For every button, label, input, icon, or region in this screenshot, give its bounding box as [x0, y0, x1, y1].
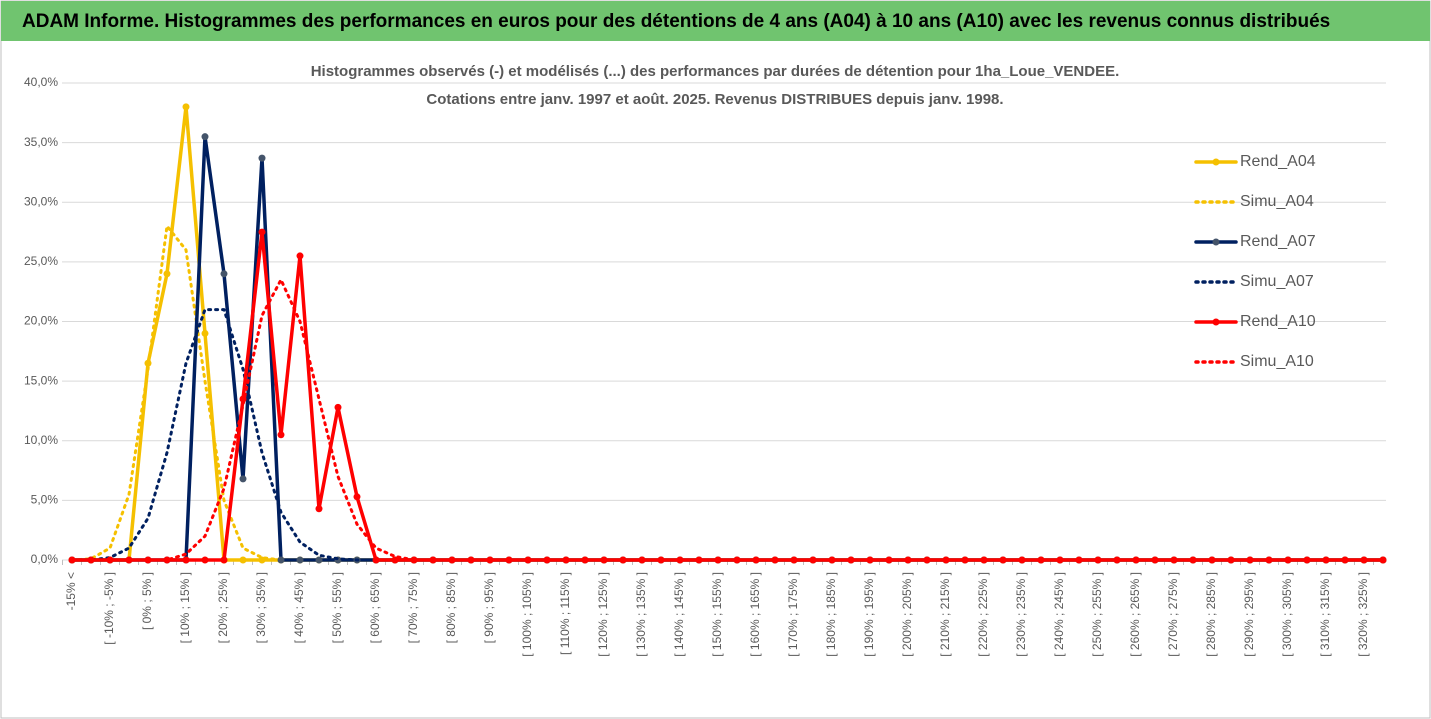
data-point	[277, 431, 285, 439]
data-point	[353, 493, 361, 501]
x-tick-label: [ 200% ; 205% ]	[900, 572, 914, 657]
data-point	[1189, 556, 1197, 564]
x-tick-label: [ 250% ; 255% ]	[1090, 572, 1104, 657]
data-point	[847, 556, 855, 564]
x-tick-label: [ 320% ; 325% ]	[1356, 572, 1370, 657]
legend-marker	[1212, 238, 1220, 246]
y-tick-label: 25,0%	[24, 254, 58, 268]
x-tick-label: [ 130% ; 135% ]	[634, 572, 648, 657]
data-point	[220, 556, 228, 564]
y-tick-label: 40,0%	[24, 75, 58, 89]
data-point	[923, 556, 931, 564]
y-tick-label: 20,0%	[24, 314, 58, 328]
data-point	[714, 556, 722, 564]
data-point	[334, 403, 342, 411]
legend-label: Rend_A04	[1240, 153, 1316, 170]
y-tick-label: 30,0%	[24, 194, 58, 208]
x-tick-label: [ 180% ; 185% ]	[824, 572, 838, 657]
x-tick-label: [ 260% ; 265% ]	[1128, 572, 1142, 657]
data-point	[315, 505, 323, 513]
y-tick-label: 5,0%	[31, 493, 59, 507]
x-tick-label: [ 230% ; 235% ]	[1014, 572, 1028, 657]
y-tick-label: 35,0%	[24, 135, 58, 149]
legend-label: Simu_A07	[1240, 273, 1314, 290]
data-point	[296, 556, 304, 564]
legend-marker	[1212, 158, 1220, 166]
x-tick-label: [ 70% ; 75% ]	[406, 572, 420, 643]
data-point	[239, 475, 247, 483]
x-tick-label: [ 60% ; 65% ]	[368, 572, 382, 643]
x-tick-label: [ 20% ; 25% ]	[216, 572, 230, 643]
data-point	[182, 103, 190, 111]
data-point	[182, 556, 190, 564]
x-tick-label: [ 190% ; 195% ]	[862, 572, 876, 657]
data-point	[239, 556, 247, 564]
data-point	[980, 556, 988, 564]
x-tick-label: [ 80% ; 85% ]	[444, 572, 458, 643]
legend-label: Simu_A04	[1240, 193, 1314, 210]
legend-label: Rend_A07	[1240, 233, 1316, 250]
data-point	[372, 556, 380, 564]
data-point	[258, 154, 266, 162]
data-point	[87, 556, 95, 564]
y-tick-label: 0,0%	[31, 552, 59, 566]
x-tick-label: [ 160% ; 165% ]	[748, 572, 762, 657]
legend-label: Simu_A10	[1240, 353, 1314, 370]
x-tick-label: [ 90% ; 95% ]	[482, 572, 496, 643]
data-point	[220, 270, 228, 278]
chart-subtitle: Cotations entre janv. 1997 et août. 2025…	[426, 91, 1003, 108]
x-tick-label: [ 120% ; 125% ]	[596, 572, 610, 657]
data-point	[1246, 556, 1254, 564]
x-tick-label: [ 110% ; 115% ]	[558, 572, 572, 655]
data-point	[524, 556, 532, 564]
x-tick-label: [ 220% ; 225% ]	[976, 572, 990, 657]
data-point	[201, 329, 209, 337]
x-tick-label: [ 140% ; 145% ]	[672, 572, 686, 657]
data-point	[1113, 556, 1121, 564]
data-point	[391, 556, 399, 564]
header-bar	[1, 1, 1430, 41]
x-tick-label: -15% <	[64, 572, 78, 610]
data-point	[448, 556, 456, 564]
chart-title: Histogrammes observés (-) et modélisés (…	[311, 63, 1120, 80]
data-point	[790, 556, 798, 564]
x-tick-label: [ 210% ; 215% ]	[938, 572, 952, 657]
y-tick-label: 15,0%	[24, 373, 58, 387]
x-tick-label: [ 170% ; 175% ]	[786, 572, 800, 657]
y-tick-label: 10,0%	[24, 433, 58, 447]
x-tick-label: [ 280% ; 285% ]	[1204, 572, 1218, 657]
data-point	[1322, 556, 1330, 564]
x-tick-label: [ 10% ; 15% ]	[178, 572, 192, 643]
x-tick-label: [ 0% ; 5% ]	[140, 572, 154, 630]
x-tick-label: [ 100% ; 105% ]	[520, 572, 534, 657]
header-title: ADAM Informe. Histogrammes des performan…	[22, 11, 1330, 32]
x-tick-label: [ 40% ; 45% ]	[292, 572, 306, 643]
data-point	[201, 133, 209, 141]
data-point	[1056, 556, 1064, 564]
data-point	[657, 556, 665, 564]
legend-marker	[1212, 318, 1220, 326]
data-point	[315, 556, 323, 564]
x-tick-label: [ -10% ; -5% ]	[102, 572, 116, 645]
x-tick-label: [ 50% ; 55% ]	[330, 572, 344, 643]
x-tick-label: [ 150% ; 155% ]	[710, 572, 724, 657]
legend-label: Rend_A10	[1240, 313, 1316, 330]
x-tick-label: [ 240% ; 245% ]	[1052, 572, 1066, 657]
series-line	[70, 278, 1385, 562]
x-tick-label: [ 290% ; 295% ]	[1242, 572, 1256, 657]
data-point	[201, 556, 209, 564]
data-point	[581, 556, 589, 564]
x-tick-label: [ 300% ; 305% ]	[1280, 572, 1294, 657]
data-point	[277, 556, 285, 564]
data-point	[258, 228, 266, 236]
data-point	[1379, 556, 1387, 564]
data-point	[163, 270, 171, 278]
x-tick-label: [ 270% ; 275% ]	[1166, 572, 1180, 657]
x-tick-label: [ 30% ; 35% ]	[254, 572, 268, 643]
x-tick-label: [ 310% ; 315% ]	[1318, 572, 1332, 657]
data-point	[296, 252, 304, 260]
